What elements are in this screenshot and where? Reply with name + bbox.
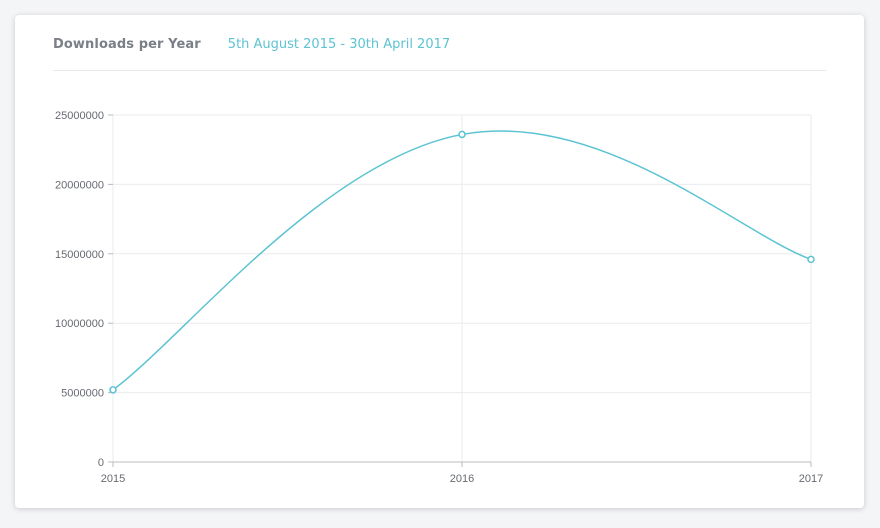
data-point[interactable] [109, 386, 117, 394]
data-point[interactable] [807, 255, 815, 264]
y-axis-ticks: 0 5000000 10000000 15000000 20000000 25000000 [55, 110, 113, 469]
y-tick-label: 10000000 [55, 318, 104, 330]
x-tick-label: 2015 [101, 473, 125, 485]
y-tick-label: 20000000 [55, 179, 104, 191]
data-point[interactable] [458, 130, 466, 139]
x-tick-label: 2017 [799, 473, 823, 485]
y-tick-label: 5000000 [61, 388, 104, 400]
grid-lines [112, 114, 812, 462]
card-header: Downloads per Year 5th August 2015 - 30t… [53, 37, 826, 71]
x-tick-label: 2016 [450, 473, 474, 485]
y-tick-label: 25000000 [55, 110, 104, 122]
downloads-card: Downloads per Year 5th August 2015 - 30t… [15, 15, 864, 508]
data-points [109, 130, 815, 394]
x-axis-ticks: 2015 2016 2017 [101, 462, 823, 485]
y-tick-label: 0 [98, 457, 104, 469]
chart-title: Downloads per Year [53, 37, 201, 52]
y-tick-label: 15000000 [55, 249, 104, 261]
date-range-link[interactable]: 5th August 2015 - 30th April 2017 [227, 37, 451, 52]
